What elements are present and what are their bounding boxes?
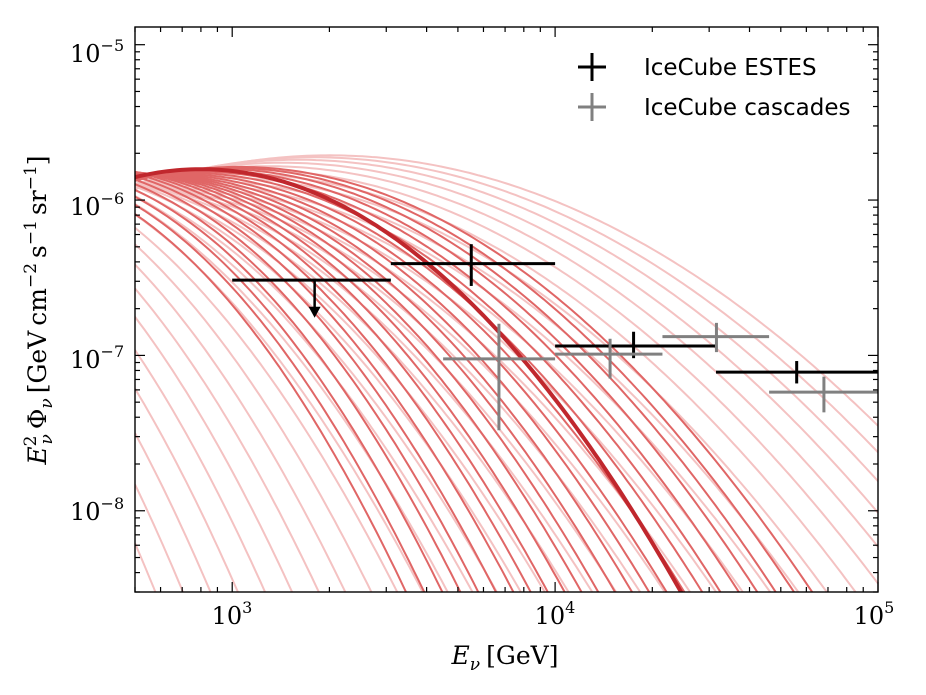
model-curve-light (135, 183, 618, 592)
x-tick-label: 103 (212, 598, 253, 630)
plot-frame (134, 26, 879, 593)
model-curve-light (135, 213, 424, 592)
model-curve-dark (135, 171, 600, 592)
model-curve-dark (135, 166, 796, 592)
model-curve-light (135, 182, 594, 592)
model-curve-dark (135, 173, 686, 592)
x-axis-label: Eν [GeV] (451, 641, 559, 675)
model-curve-dark (135, 172, 617, 592)
series-cascades (443, 322, 878, 431)
model-curve-light (135, 203, 449, 592)
model-curve-best-fit (135, 167, 684, 592)
y-tick-label: 10−5 (70, 36, 124, 68)
model-band-dark (135, 165, 814, 592)
model-curve-light (135, 189, 498, 592)
x-tick-label: 105 (854, 598, 895, 630)
model-curve-light (135, 185, 523, 592)
model-curve-dark (135, 178, 498, 592)
model-curve-light (135, 165, 878, 548)
model-curve-light (135, 182, 570, 592)
model-curve-dark (135, 171, 566, 592)
upper-limit-arrow-head (308, 306, 321, 318)
model-curve-dark (135, 171, 583, 592)
legend-label-estes: IceCube ESTES (644, 55, 817, 81)
model-curve-light (135, 184, 642, 592)
model-curve-light (135, 161, 878, 514)
axis-ticks (134, 27, 879, 593)
model-curve-dark (135, 203, 426, 592)
model-curve-dark (135, 174, 668, 592)
y-axis-label: E2νΦν[GeVcm−2s−1sr−1] (21, 155, 57, 465)
model-curve-dark (135, 188, 462, 592)
model-curve-dark (135, 175, 515, 592)
model-curve-dark (135, 171, 722, 592)
model-curve-light (135, 349, 267, 592)
model-curve-dark (135, 173, 634, 592)
model-curve-dark (135, 165, 814, 592)
model-curve-light (135, 172, 857, 592)
model-curve-light (135, 183, 772, 592)
model-curve-light (135, 158, 878, 482)
model-band-light (135, 154, 878, 592)
data-series (232, 244, 878, 431)
model-curve-dark (135, 195, 444, 592)
model-curve-light (135, 195, 474, 592)
x-tick-labels: 103 104 105 (212, 598, 895, 630)
legend-entry-cascades: IceCube cascades (578, 93, 850, 121)
model-curve-light (135, 243, 373, 592)
model-curve-dark (135, 173, 651, 592)
y-tick-label: 10−7 (70, 342, 124, 374)
model-curve-light (135, 186, 718, 592)
model-curve-light (135, 183, 546, 592)
model-curve-light (135, 316, 294, 592)
y-tick-labels: 10−8 10−7 10−6 10−5 (70, 36, 124, 526)
legend: IceCube ESTES IceCube cascades (578, 53, 850, 121)
model-curve-light (135, 227, 399, 592)
y-tick-label: 10−8 (70, 494, 124, 526)
model-curve-light (135, 287, 320, 592)
y-tick-label: 10−6 (70, 189, 124, 221)
model-curve-dark (135, 167, 777, 592)
x-tick-label: 104 (535, 598, 576, 630)
model-curve-dark (135, 173, 532, 592)
series-estes (232, 244, 878, 384)
model-curve-dark (135, 183, 480, 592)
legend-label-cascades: IceCube cascades (644, 95, 850, 121)
model-curve-light (135, 154, 878, 427)
model-curve-dark (135, 171, 549, 592)
model-best-fit (135, 167, 684, 592)
legend-entry-estes: IceCube ESTES (578, 53, 817, 81)
model-curve-light (135, 263, 347, 592)
model-curve-light (135, 186, 692, 592)
model-curve-dark (135, 213, 408, 592)
